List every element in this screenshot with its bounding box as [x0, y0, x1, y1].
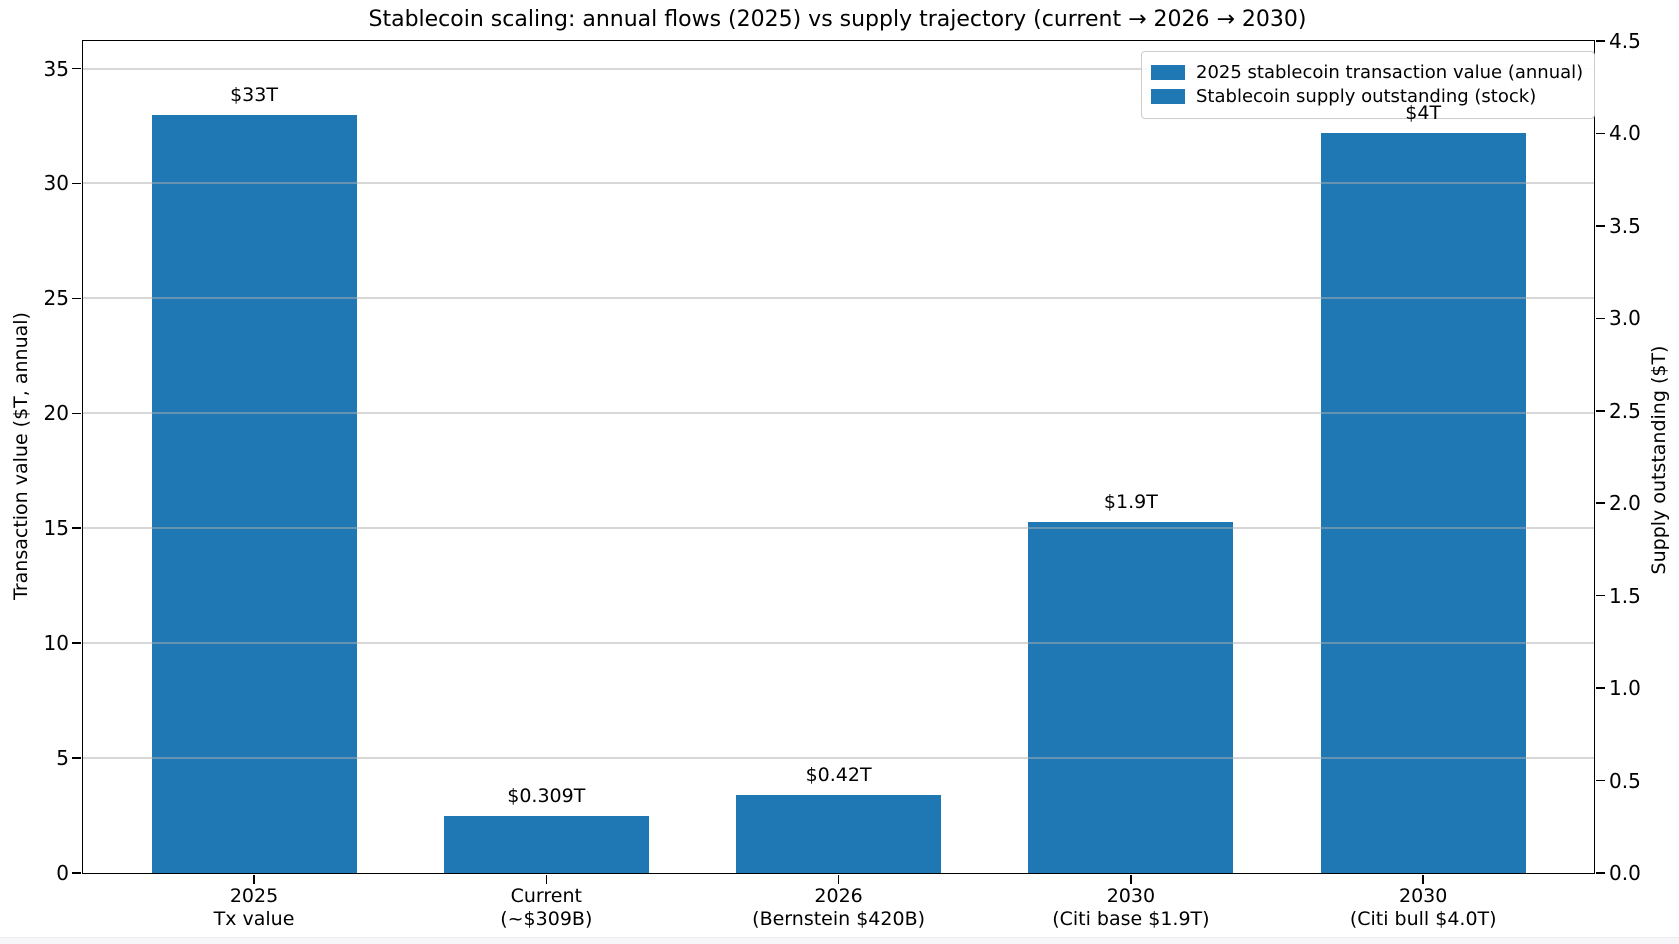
- x-tick-label-line1: 2025: [229, 885, 279, 907]
- left-y-tick-label: 35: [43, 56, 69, 81]
- right-y-axis-tick: [1595, 779, 1605, 782]
- right-y-tick-label: 3.5: [1609, 213, 1641, 238]
- bar: [443, 815, 649, 873]
- legend-label: Stablecoin supply outstanding (stock): [1196, 86, 1537, 107]
- left-y-axis-tick: [72, 872, 82, 874]
- legend-swatch-icon: [1151, 89, 1185, 104]
- right-y-axis-tick: [1595, 132, 1605, 135]
- right-y-tick-label: 1.5: [1609, 583, 1641, 608]
- right-y-axis-tick: [1595, 317, 1605, 320]
- x-tick-label-line2: (Citi bull $4.0T): [1349, 908, 1497, 930]
- right-y-axis-tick: [1595, 502, 1605, 505]
- right-y-axis-tick: [1595, 872, 1605, 874]
- x-tick-label-line2: (Bernstein $420B): [752, 908, 926, 930]
- right-y-tick-label: 3.0: [1609, 306, 1641, 331]
- left-y-axis-tick: [72, 527, 82, 530]
- x-axis-tick: [837, 874, 840, 884]
- x-axis-tick: [1422, 874, 1424, 884]
- legend-entry-transaction-value: 2025 stablecoin transaction value (annua…: [1151, 62, 1583, 83]
- gridline: [83, 182, 1594, 185]
- x-tick-label-line1: Current: [510, 885, 582, 907]
- x-tick-label: 2030 (Citi base $1.9T): [985, 885, 1277, 931]
- left-y-tick-label: 5: [56, 746, 69, 771]
- x-tick-label-line2: (~$309B): [500, 908, 593, 930]
- x-tick-label-line1: 2030: [1399, 885, 1448, 907]
- left-y-axis-tick: [72, 67, 82, 70]
- left-y-tick-label: 30: [43, 171, 69, 196]
- right-y-axis-tick: [1595, 40, 1605, 42]
- left-y-tick-label: 25: [43, 286, 69, 311]
- left-y-axis-tick: [72, 412, 82, 415]
- right-y-tick-label: 2.0: [1609, 491, 1641, 516]
- right-y-axis-tick: [1595, 594, 1605, 597]
- right-y-axis-label: Supply outstanding ($T): [1648, 345, 1670, 575]
- x-tick-label-line1: 2026: [814, 885, 863, 907]
- gridline: [83, 642, 1594, 645]
- figure-bottom-edge: [0, 937, 1679, 944]
- gridline: [83, 757, 1594, 760]
- left-y-tick-label: 15: [43, 516, 69, 541]
- legend-label: 2025 stablecoin transaction value (annua…: [1196, 62, 1584, 83]
- left-y-tick-label: 0: [56, 861, 69, 885]
- right-y-tick-label: 2.5: [1609, 398, 1641, 423]
- bar-value-label: $4T: [1405, 102, 1442, 125]
- bar: [736, 795, 942, 873]
- left-y-tick-label: 10: [43, 631, 69, 656]
- bar-value-label: $33T: [230, 83, 278, 106]
- bar: [1028, 521, 1234, 873]
- right-y-tick-label: 0.5: [1609, 768, 1641, 793]
- x-tick-label: Current (~$309B): [400, 885, 692, 931]
- x-tick-label-line2: (Citi base $1.9T): [1052, 908, 1210, 930]
- x-tick-label-line2: Tx value: [213, 908, 295, 930]
- legend: 2025 stablecoin transaction value (annua…: [1141, 51, 1596, 119]
- legend-entry-supply-outstanding: Stablecoin supply outstanding (stock): [1151, 86, 1583, 107]
- left-y-axis-tick: [72, 642, 82, 644]
- x-tick-label: 2025 Tx value: [108, 885, 400, 931]
- legend-swatch-icon: [1151, 65, 1185, 80]
- left-y-axis-tick: [72, 182, 82, 185]
- bar: [1320, 133, 1526, 873]
- right-y-tick-label: 4.5: [1609, 29, 1641, 53]
- right-y-tick-label: 1.0: [1609, 676, 1641, 701]
- x-tick-label-line1: 2030: [1106, 885, 1156, 907]
- left-y-tick-label: 20: [43, 401, 69, 426]
- right-y-axis-tick: [1595, 225, 1605, 227]
- bar: [151, 114, 357, 873]
- gridline: [83, 527, 1594, 530]
- gridline: [83, 67, 1594, 70]
- x-axis-tick: [545, 874, 548, 884]
- gridline: [83, 297, 1594, 300]
- gridline: [83, 412, 1594, 415]
- right-y-axis-tick: [1595, 409, 1605, 412]
- x-tick-label: 2030 (Citi bull $4.0T): [1277, 885, 1569, 931]
- left-y-axis-tick: [72, 757, 82, 759]
- right-y-tick-label: 0.0: [1609, 861, 1641, 885]
- bar-value-label: $1.9T: [1103, 490, 1158, 513]
- plot-area: $33T 2025 Tx value $0.309T Current (~$309B) $0…: [44, 30, 1641, 930]
- x-tick-label: 2026 (Bernstein $420B): [693, 885, 985, 931]
- x-axis-tick: [1130, 874, 1132, 884]
- bar-value-label: $0.42T: [805, 764, 872, 787]
- chart-title: Stablecoin scaling: annual flows (2025) …: [368, 7, 1307, 32]
- right-y-axis-tick: [1595, 687, 1605, 689]
- bar-value-label: $0.309T: [507, 784, 586, 807]
- left-y-axis-tick: [72, 297, 82, 300]
- x-axis-tick: [253, 874, 255, 884]
- right-y-tick-label: 4.0: [1609, 121, 1641, 146]
- left-y-axis-label: Transaction value ($T, annual): [10, 312, 32, 600]
